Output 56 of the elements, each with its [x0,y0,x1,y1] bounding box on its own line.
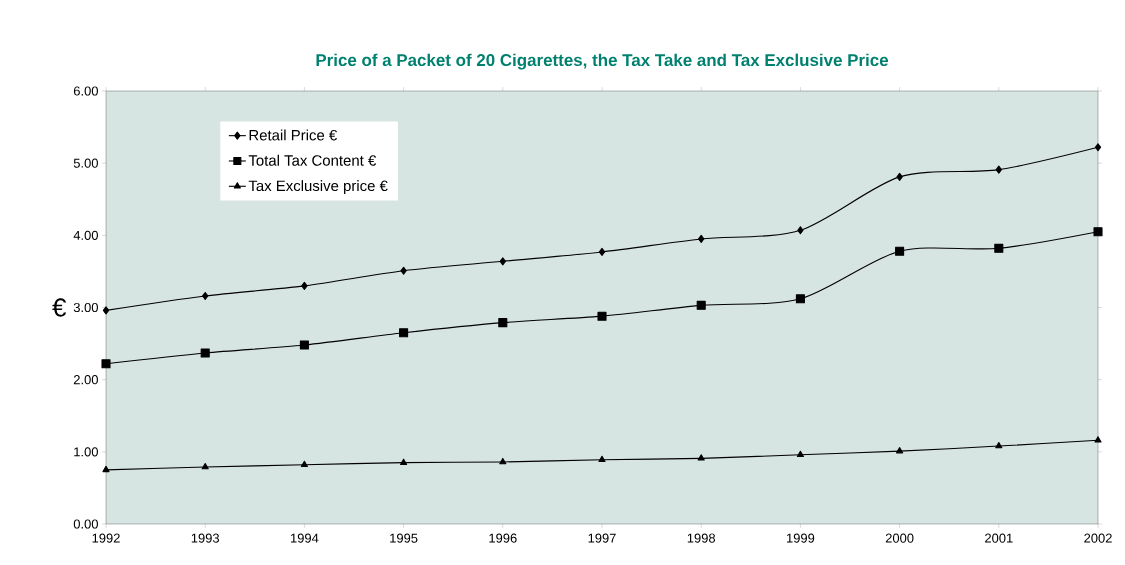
point [101,359,111,369]
x-tick-label: 1999 [786,533,815,543]
y-tick-label: 4.00 [73,230,98,240]
point [498,318,508,328]
point [896,447,904,454]
point [895,246,905,256]
y-tick-label: 2.00 [73,375,98,385]
point [102,465,110,473]
x-tick-label: 1998 [687,533,716,543]
point [299,340,309,350]
y-tick-label: 1.00 [74,447,98,457]
point [400,266,407,275]
x-tick-label: 1994 [290,533,319,543]
point [597,311,607,321]
point [796,450,804,458]
point [797,226,804,235]
point [399,328,409,338]
point [301,281,308,290]
x-tick-label: 1992 [92,533,120,543]
x-tick-label: 1995 [390,533,418,543]
y-axis-title: € [52,298,67,317]
y-tick-label: 5.00 [73,158,98,168]
point [994,243,1004,253]
point [202,291,209,300]
legend-label: Total Tax Content € [248,154,377,166]
point [995,165,1002,174]
point [598,247,606,256]
point [1094,143,1102,152]
x-tick-label: 1996 [489,533,517,543]
point [1094,436,1102,443]
point [795,294,805,304]
point [300,460,308,468]
point [598,455,606,463]
point [696,300,706,310]
y-tick-label: 0.00 [73,519,98,529]
point [201,462,209,470]
x-tick-label: 2000 [885,533,914,543]
point [896,172,903,181]
y-tick-label: 3.00 [73,302,98,313]
point [499,457,507,465]
point [1093,227,1103,237]
point [102,306,110,315]
legend-label: Tax Exclusive price € [248,180,388,195]
x-tick-label: 1993 [191,533,220,543]
x-tick-label: 1997 [588,533,616,543]
chart-title: Price of a Packet of 20 Cigarettes, the Tax Take and Tax Exclusive Price [316,53,889,70]
x-tick-label: 2001 [985,533,1013,543]
point [200,348,210,358]
point [697,454,705,461]
x-tick-label: 2002 [1084,533,1112,543]
legend-label: Retail Price € [249,129,338,141]
point [698,234,705,243]
y-tick-label: 6.00 [73,86,98,96]
point [995,442,1003,449]
point [499,257,506,266]
point [400,458,408,465]
